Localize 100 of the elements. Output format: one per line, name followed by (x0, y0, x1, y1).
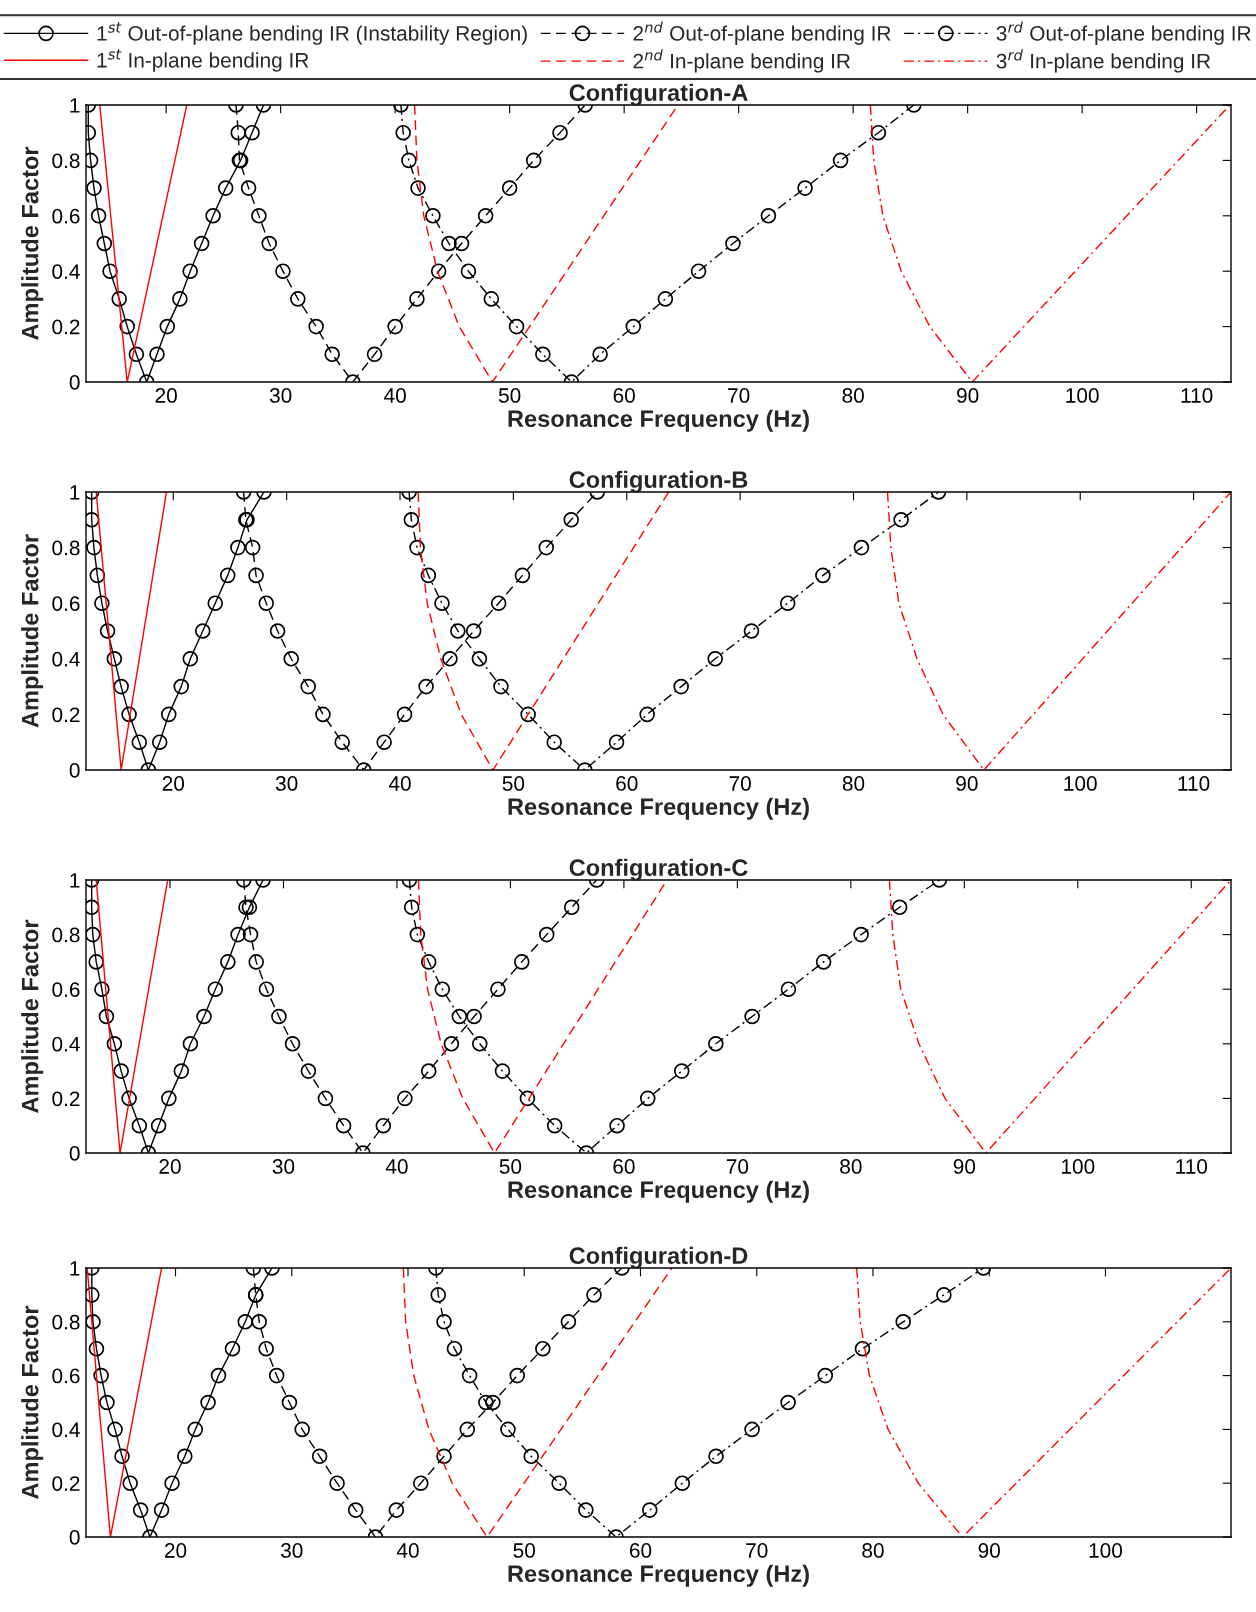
point (230, 124, 247, 141)
legend-label: 3$^{rd}$ In-plane bending IR (996, 49, 1211, 73)
point (707, 651, 723, 667)
point (509, 1367, 526, 1384)
point (161, 1090, 177, 1107)
point (483, 291, 500, 307)
legend-label: 2$^{nd}$ Out-of-plane bending IR (633, 21, 891, 45)
point (258, 1340, 274, 1357)
point (106, 651, 123, 667)
point (224, 1340, 241, 1357)
legend-label: 1$^{st}$ In-plane bending IR (97, 49, 309, 72)
point (240, 180, 257, 196)
point (121, 706, 137, 723)
y-tick-label: 0.2 (52, 319, 80, 335)
point (453, 235, 470, 252)
point (443, 1036, 460, 1052)
point (563, 512, 579, 528)
point (113, 1063, 129, 1079)
point (93, 1367, 109, 1384)
point (893, 512, 909, 528)
point (538, 926, 555, 943)
point (403, 899, 420, 916)
point (409, 291, 425, 307)
point (311, 1448, 328, 1465)
y-tick-label: 0 (69, 1530, 80, 1545)
point (430, 1287, 446, 1303)
x-tick-label: 60 (613, 388, 635, 403)
point (420, 954, 437, 970)
y-tick-label: 0.6 (52, 208, 80, 224)
x-tick-label: 70 (728, 388, 750, 403)
point (220, 954, 236, 970)
y-tick-label: 0.8 (52, 153, 80, 169)
point (513, 954, 530, 970)
y-tick-label: 1 (70, 1261, 80, 1276)
point (173, 678, 190, 695)
point (248, 567, 264, 584)
point (563, 899, 580, 916)
point (434, 595, 450, 611)
point (403, 512, 420, 528)
point (366, 346, 383, 363)
point (173, 1063, 190, 1079)
point (870, 124, 887, 141)
point (281, 1394, 298, 1411)
point (657, 291, 674, 307)
point (780, 1394, 796, 1411)
point (586, 1287, 602, 1303)
y-tick-label: 0.4 (52, 651, 80, 667)
point (744, 1421, 760, 1438)
point (625, 318, 642, 335)
point (560, 1314, 577, 1330)
point (258, 595, 275, 611)
y-axis-title: Amplitude Factor (21, 146, 44, 340)
point (760, 208, 777, 224)
x-tick-label: 90 (957, 388, 979, 403)
point (494, 1063, 511, 1079)
point (86, 1314, 101, 1330)
point (114, 1448, 130, 1465)
point (442, 651, 458, 667)
point (290, 291, 306, 307)
point (832, 152, 849, 169)
x-tick-label: 100 (1062, 1159, 1095, 1174)
point (317, 1090, 334, 1107)
point (258, 981, 275, 997)
point (552, 124, 568, 141)
point (493, 678, 509, 695)
x-tick-label: 110 (1181, 388, 1213, 403)
point (99, 1394, 115, 1411)
x-tick-label: 30 (269, 388, 292, 403)
point (193, 235, 210, 252)
point (460, 263, 477, 279)
point (478, 1394, 494, 1411)
x-tick-label: 80 (862, 1543, 884, 1558)
point (535, 346, 551, 363)
point (401, 152, 417, 169)
point (271, 1008, 287, 1025)
point (395, 124, 411, 141)
x-tick-label: 30 (280, 1543, 303, 1558)
point (182, 263, 198, 279)
point (853, 926, 869, 943)
point (241, 899, 258, 916)
point (546, 734, 562, 750)
point (151, 734, 168, 750)
x-tick-label: 100 (1066, 388, 1099, 403)
legend-label: 2$^{nd}$ In-plane bending IR (633, 49, 850, 73)
point (182, 651, 199, 667)
point (609, 1117, 625, 1134)
point (388, 1502, 405, 1518)
point (172, 291, 188, 307)
point (436, 1314, 452, 1330)
point (815, 567, 831, 584)
x-tick-label: 30 (275, 776, 298, 791)
point (244, 124, 260, 141)
x-tick-label: 30 (272, 1159, 295, 1174)
point (86, 539, 102, 556)
x-tick-label: 20 (155, 388, 177, 403)
y-axis-title: Amplitude Factor (21, 534, 44, 728)
chart-title: Configuration-D (569, 1246, 748, 1269)
line-series (402, 1268, 673, 1537)
point (122, 1475, 138, 1491)
point (743, 623, 760, 639)
